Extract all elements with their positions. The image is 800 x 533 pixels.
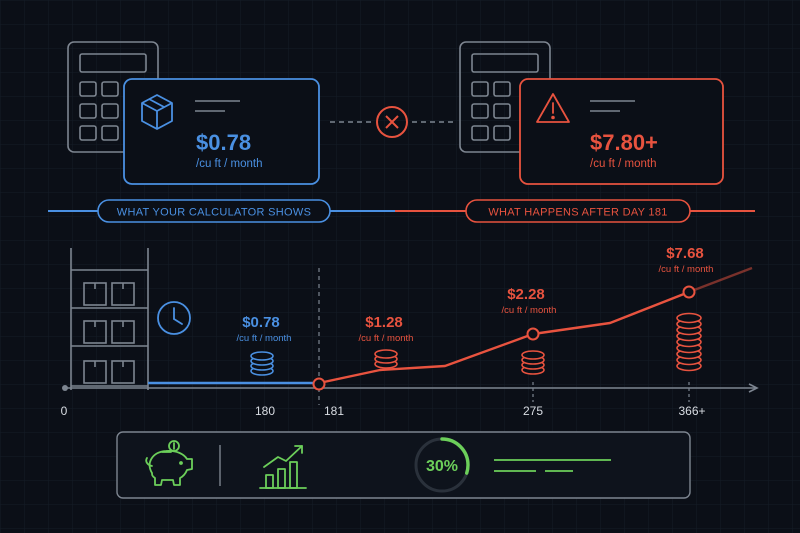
box-icon bbox=[141, 94, 173, 130]
card-text-lines-right bbox=[590, 100, 635, 112]
clock-icon bbox=[157, 301, 191, 335]
percent-label: 30% bbox=[426, 458, 458, 475]
point-366 bbox=[682, 285, 696, 299]
card-text-lines-left bbox=[195, 100, 240, 112]
timeline-price-labels: $0.78 /cu ft / month $1.28 /cu ft / mont… bbox=[237, 245, 714, 344]
tick-labels: 0 180 181 275 366+ bbox=[61, 404, 706, 418]
calculator-card-left: $0.78 /cu ft / month bbox=[123, 78, 320, 185]
timeline-price-2: $2.28 bbox=[507, 286, 545, 303]
percent-ring-progress bbox=[414, 437, 470, 493]
coin-stack-0 bbox=[250, 351, 274, 376]
cost-line-rising bbox=[318, 290, 690, 385]
timeline-price-0: $0.78 bbox=[242, 314, 280, 331]
warning-icon bbox=[536, 93, 570, 123]
calculator-price: $0.78 bbox=[196, 130, 251, 155]
coin-stack-3 bbox=[676, 312, 702, 372]
tick-181: 181 bbox=[324, 404, 344, 418]
coin-stack-1 bbox=[374, 349, 398, 369]
growth-chart-icon bbox=[259, 445, 307, 489]
tick-275: 275 bbox=[523, 404, 543, 418]
calculator-price-unit: /cu ft / month bbox=[196, 158, 262, 170]
panel-text-lines bbox=[494, 459, 611, 472]
timeline-price-1: $1.28 bbox=[365, 314, 403, 331]
banner-right-label: WHAT HAPPENS AFTER DAY 181 bbox=[488, 207, 667, 219]
savings-panel: 30% bbox=[116, 431, 691, 499]
piggy-bank-icon bbox=[145, 440, 193, 486]
banner-left-label: WHAT YOUR CALCULATOR SHOWS bbox=[117, 207, 311, 219]
banner: WHAT YOUR CALCULATOR SHOWS WHAT HAPPENS … bbox=[48, 199, 755, 223]
coin-stack-2 bbox=[521, 350, 545, 375]
connector bbox=[330, 106, 456, 138]
actual-price-unit: /cu ft / month bbox=[590, 158, 656, 170]
actual-price: $7.80+ bbox=[590, 130, 658, 155]
timeline-unit-2: /cu ft / month bbox=[502, 305, 557, 316]
point-275 bbox=[526, 327, 540, 341]
percent-ring: 30% bbox=[414, 437, 470, 493]
actual-cost-card-right: $7.80+ /cu ft / month bbox=[519, 78, 724, 185]
tick-366: 366+ bbox=[678, 404, 705, 418]
cost-line bbox=[148, 266, 753, 391]
tick-0: 0 bbox=[61, 404, 68, 418]
shelving-icon bbox=[70, 248, 149, 390]
timeline-unit-3: /cu ft / month bbox=[659, 264, 714, 275]
x-circle-icon bbox=[376, 106, 408, 138]
timeline-price-3: $7.68 bbox=[666, 245, 704, 262]
cost-line-trend bbox=[688, 266, 753, 294]
calculator-icon-left bbox=[67, 41, 159, 153]
coin-stack-icon bbox=[250, 312, 702, 376]
point-181 bbox=[312, 377, 326, 391]
timeline-unit-0: /cu ft / month bbox=[237, 333, 292, 344]
tick-180: 180 bbox=[255, 404, 275, 418]
timeline-unit-1: /cu ft / month bbox=[359, 333, 414, 344]
